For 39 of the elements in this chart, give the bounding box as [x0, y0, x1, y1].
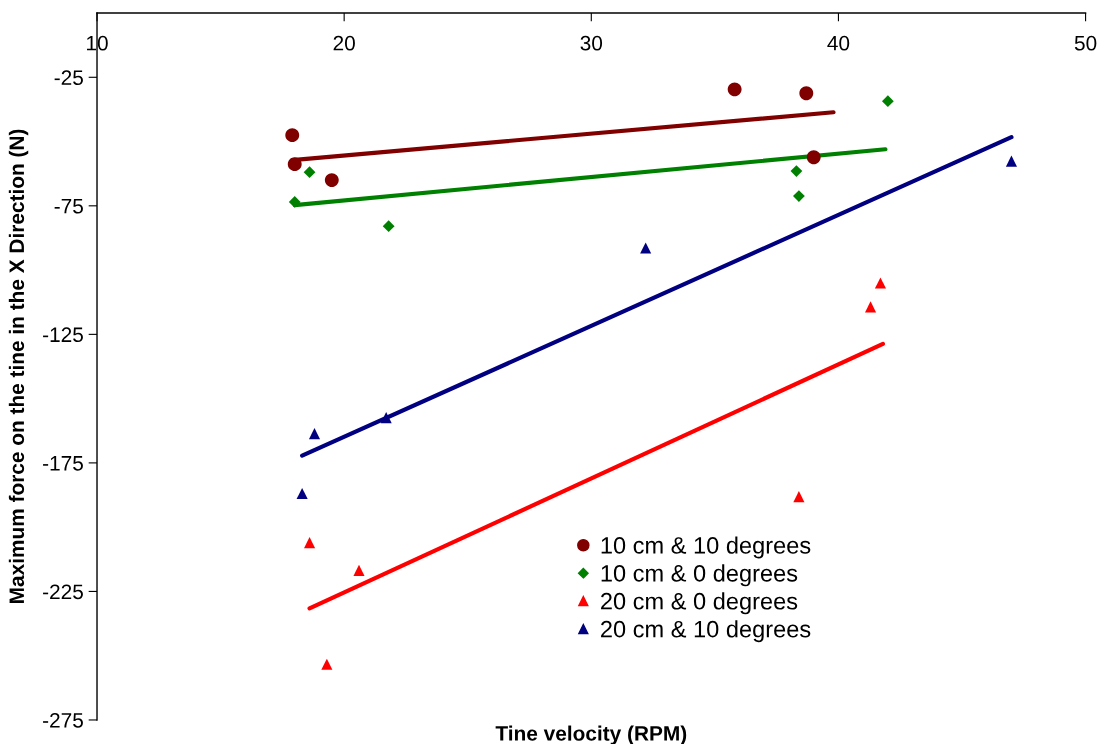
point — [324, 173, 339, 188]
point — [799, 86, 814, 101]
y-tick-label: -25 — [54, 70, 83, 86]
y-axis-title: Maximum force on the tine in the X Direction (N) — [8, 129, 29, 603]
point — [806, 150, 821, 165]
point — [793, 190, 805, 202]
x-tick-label: 50 — [1074, 35, 1097, 51]
point — [881, 95, 894, 108]
y-tick-label: -125 — [43, 327, 83, 343]
point — [865, 301, 877, 313]
x-tick-label: 40 — [827, 35, 850, 51]
point — [321, 658, 333, 670]
point — [308, 428, 321, 440]
y-tick-label: -225 — [43, 584, 83, 600]
point — [353, 564, 365, 576]
point — [288, 196, 301, 208]
legend-label: 10 cm & 0 degrees — [601, 564, 798, 587]
point — [296, 487, 308, 500]
point — [287, 157, 302, 172]
y-tick-label: -175 — [43, 456, 83, 471]
legend-label: 20 cm & 0 degrees — [601, 592, 798, 615]
legend-label: 20 cm & 10 degrees — [601, 620, 811, 643]
point — [382, 220, 395, 233]
point — [790, 165, 803, 178]
y-tick-label: -75 — [54, 199, 83, 214]
point — [380, 412, 392, 424]
point — [640, 242, 652, 254]
x-tick-label: 30 — [580, 35, 603, 51]
y-tick-label: -275 — [43, 712, 83, 728]
point — [285, 128, 300, 143]
x-axis-title: Tine velocity (RPM) — [495, 725, 687, 744]
x-tick-label: 20 — [333, 35, 355, 51]
point — [793, 491, 805, 503]
point — [303, 166, 316, 179]
point — [727, 82, 742, 97]
point — [874, 277, 887, 289]
point — [1005, 155, 1017, 167]
legend-label: 10 cm & 10 degrees — [601, 536, 811, 559]
point — [304, 537, 316, 549]
